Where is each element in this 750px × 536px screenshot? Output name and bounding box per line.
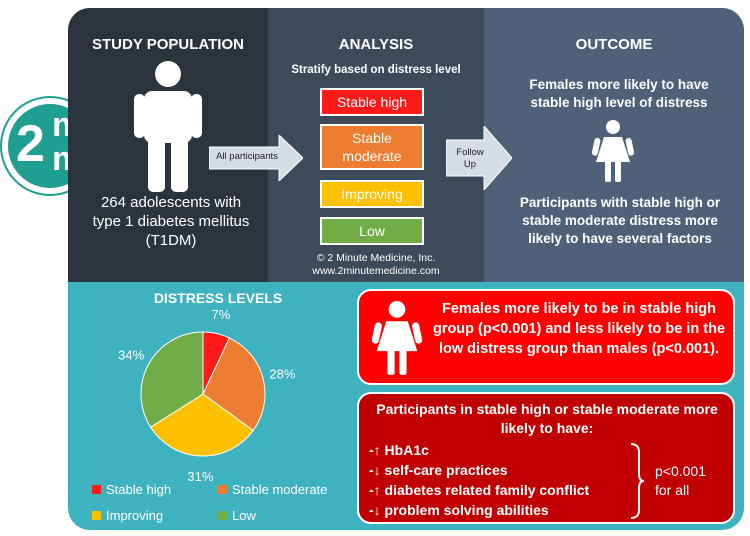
pie-label-low: 34% (118, 347, 144, 362)
female-icon-large (371, 301, 423, 375)
person-icon (134, 61, 202, 192)
factor-item-4: -↓ problem solving abilities (369, 502, 549, 518)
pie-label-stable-high: 7% (211, 307, 230, 322)
outcome-finding-1: Females more likely to have stable high … (529, 77, 709, 110)
legend-swatch-improving (92, 511, 101, 520)
legend-low: Low (218, 508, 256, 523)
arrow-follow-up (446, 126, 512, 190)
legend-improving: Improving (92, 508, 163, 523)
legend-label-stable-moderate: Stable moderate (232, 482, 328, 497)
pie-slice-low (140, 331, 204, 428)
study-population-description: 264 adolescents with type 1 diabetes mel… (92, 194, 250, 249)
outcome-finding-2: Participants with stable high or stable … (519, 195, 721, 246)
outcome-title: OUTCOME (575, 36, 653, 53)
distress-pie-chart: 7% 28% 31% 34% (118, 307, 296, 482)
infographic-card: STUDY POPULATION 264 adolescents with ty… (68, 8, 744, 530)
factor-item-3: -↑ diabetes related family conflict (369, 482, 590, 498)
legend-label-low: Low (232, 508, 256, 523)
female-finding-text: Females more likely to be in stable high… (432, 301, 726, 357)
factor-item-1: -↑ HbA1c (369, 442, 429, 458)
factors-title: Participants in stable high or stable mo… (376, 401, 718, 436)
outcome-panel: OUTCOME Females more likely to have stab… (484, 8, 744, 282)
website-text: www.2minutemedicine.com (312, 265, 440, 277)
logo-digit: 2 (16, 115, 45, 173)
legend-swatch-low (218, 511, 227, 520)
factors-brace (630, 443, 645, 519)
legend-swatch-stable-high (92, 485, 101, 494)
level-improving: Improving (320, 180, 424, 208)
pie-slice-improving (149, 393, 254, 457)
legend-swatch-stable-moderate (218, 485, 227, 494)
legend-stable-moderate: Stable moderate (218, 482, 327, 497)
level-stable-moderate: Stable moderate (320, 124, 424, 170)
pie-label-improving: 31% (187, 469, 213, 482)
legend-label-stable-high: Stable high (106, 482, 172, 497)
factor-item-2: -↓ self-care practices (369, 462, 508, 478)
analysis-title: ANALYSIS (338, 36, 414, 53)
factors-pvalue: p<0.001 for all (655, 463, 706, 498)
arrow-all-participants-label: All participants (216, 151, 278, 162)
pie-label-stable-moderate: 28% (269, 367, 295, 382)
arrow-all-participants (209, 135, 303, 181)
female-icon (592, 120, 634, 182)
pie-slice-stable-moderate (202, 337, 266, 432)
study-population-panel: STUDY POPULATION 264 adolescents with ty… (68, 8, 268, 282)
arrow-follow-up-label: Follow Up (456, 147, 484, 170)
analysis-subtitle: Stratify based on distress level (291, 64, 461, 76)
legend-label-improving: Improving (106, 508, 164, 523)
distress-levels-title: DISTRESS LEVELS (153, 290, 283, 306)
level-low: Low (320, 217, 424, 245)
legend-stable-high: Stable high (92, 482, 171, 497)
female-finding-box: Females more likely to be in stable high… (357, 289, 735, 385)
study-population-title: STUDY POPULATION (92, 36, 244, 53)
copyright-text: © 2 Minute Medicine, Inc. (316, 252, 436, 264)
factors-box: Participants in stable high or stable mo… (357, 392, 735, 524)
level-stable-high: Stable high (320, 88, 424, 116)
